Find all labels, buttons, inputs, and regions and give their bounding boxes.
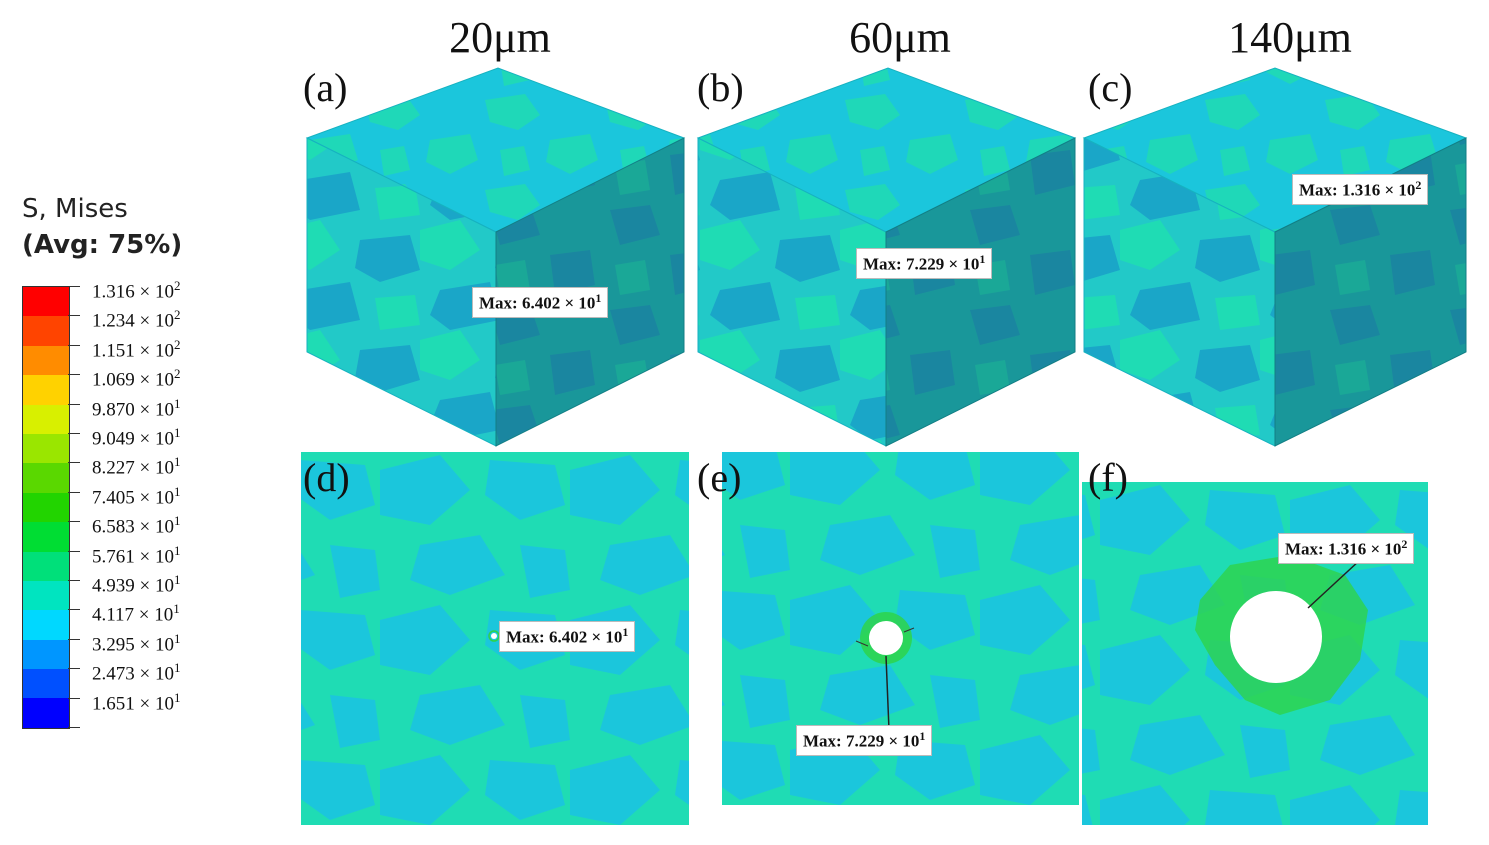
legend-tick <box>68 727 80 728</box>
legend-tick <box>68 491 80 493</box>
legend-tick-label: 1.151 × 102 <box>92 336 181 362</box>
legend-tick <box>68 286 80 287</box>
panel-label-c: (c) <box>1088 65 1133 110</box>
legend-tick-label: 1.316 × 102 <box>92 278 181 303</box>
legend-color-bar <box>22 286 70 729</box>
panel-label-b: (b) <box>697 65 744 110</box>
legend-tick-label: 9.049 × 101 <box>92 425 181 450</box>
legend-tick-label: 3.295 × 101 <box>92 630 181 656</box>
cube-c <box>1082 67 1468 447</box>
max-annotation-b: Max: 7.229 × 101 <box>856 248 993 279</box>
legend-tick <box>68 668 80 670</box>
max-annotation-e: Max: 7.229 × 101 <box>796 725 933 756</box>
legend-tick-label: 7.405 × 101 <box>92 483 181 509</box>
legend-tick <box>68 521 80 523</box>
legend-tick <box>68 315 80 317</box>
legend-title: S, Mises <box>22 194 128 224</box>
legend-swatch <box>23 639 69 670</box>
legend-tick <box>68 580 80 581</box>
legend-swatch <box>23 492 69 523</box>
legend-tick-label: 8.227 × 101 <box>92 454 181 479</box>
max-annotation-c: Max: 1.316 × 102 <box>1292 174 1429 205</box>
legend-tick <box>68 374 80 376</box>
legend-tick-label: 4.117 × 101 <box>92 601 180 626</box>
legend-subtitle: (Avg: 75%) <box>22 230 183 260</box>
legend-tick <box>68 433 80 434</box>
legend-swatch <box>23 287 69 317</box>
legend-tick-label: 1.069 × 102 <box>92 366 181 391</box>
legend-tick <box>68 403 80 405</box>
legend-tick-label: 6.583 × 101 <box>92 513 181 538</box>
legend-swatch <box>23 669 69 699</box>
legend-swatch <box>23 522 69 552</box>
legend-tick-label: 5.761 × 101 <box>92 542 181 567</box>
legend-tick <box>68 344 80 346</box>
panel-label-f: (f) <box>1088 455 1128 500</box>
max-annotation-a: Max: 6.402 × 101 <box>472 287 609 318</box>
column-header-140um: 140μm <box>1228 13 1352 62</box>
section-e <box>722 452 1079 805</box>
legend-tick <box>68 609 80 611</box>
legend-tick-label: 2.473 × 101 <box>92 660 181 685</box>
legend-swatch <box>23 433 69 464</box>
cube-b <box>696 67 1077 447</box>
panel-label-a: (a) <box>303 65 348 110</box>
legend-swatch <box>23 316 69 346</box>
legend-swatch <box>23 375 69 405</box>
legend-swatch <box>23 345 69 376</box>
legend-tick <box>68 697 80 699</box>
legend-tick <box>68 550 80 552</box>
column-header-20um: 20μm <box>449 13 551 62</box>
legend-tick <box>68 462 80 464</box>
legend-tick-label: 9.870 × 101 <box>92 395 181 420</box>
max-annotation-d: Max: 6.402 × 101 <box>499 621 636 652</box>
legend-tick-label: 1.234 × 102 <box>92 307 181 332</box>
cube-a <box>305 67 686 447</box>
max-annotation-f: Max: 1.316 × 102 <box>1278 533 1415 564</box>
legend-swatch <box>23 580 69 611</box>
legend-swatch <box>23 551 69 581</box>
legend-tick-label: 1.651 × 101 <box>92 689 181 714</box>
legend-swatch <box>23 463 69 493</box>
legend-tick <box>68 638 80 640</box>
panel-label-e: (e) <box>697 455 742 500</box>
legend-swatch <box>23 404 69 434</box>
legend-swatch <box>23 610 69 640</box>
column-header-60um: 60μm <box>849 13 951 62</box>
panel-label-d: (d) <box>303 455 350 500</box>
legend-swatch <box>23 698 69 728</box>
legend-tick-label: 4.939 × 101 <box>92 572 181 597</box>
